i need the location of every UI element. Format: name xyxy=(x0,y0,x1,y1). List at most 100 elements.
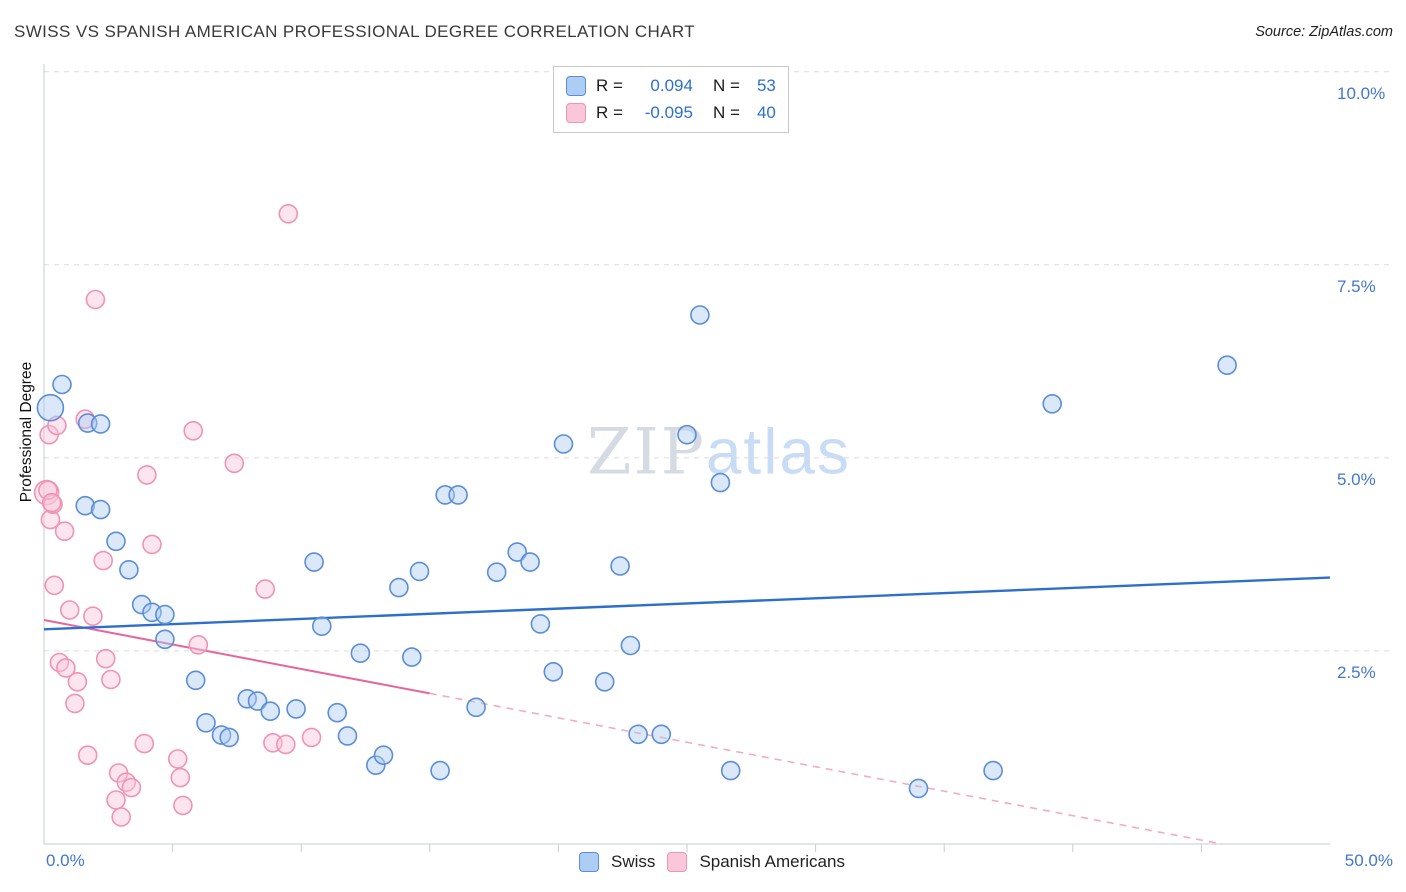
data-point-swiss xyxy=(211,725,232,745)
data-point-swiss xyxy=(690,305,710,325)
data-point-spanish xyxy=(167,749,188,769)
data-point-swiss xyxy=(389,577,409,598)
y-tick-label: 5.0% xyxy=(1337,470,1376,489)
data-point-swiss xyxy=(155,604,175,625)
data-point-swiss xyxy=(365,755,386,776)
correlation-legend-box: R = 0.094 N = 53 R = -0.095 N = 40 xyxy=(553,66,789,133)
data-point-swiss xyxy=(430,760,450,781)
y-tick-label: 7.5% xyxy=(1337,277,1376,296)
data-point-spanish xyxy=(95,648,116,669)
data-point-spanish xyxy=(67,671,88,692)
data-point-swiss xyxy=(628,724,648,745)
swiss-swatch xyxy=(566,76,586,96)
data-point-spanish xyxy=(137,465,157,485)
data-point-swiss xyxy=(119,559,139,580)
data-point-spanish xyxy=(38,480,58,501)
n-value-swiss: 53 xyxy=(756,76,776,95)
data-point-swiss xyxy=(247,691,268,711)
chart-title: SWISS VS SPANISH AMERICAN PROFESSIONAL D… xyxy=(14,22,696,41)
data-point-spanish xyxy=(85,289,106,310)
data-point-swiss xyxy=(553,434,574,454)
data-point-swiss xyxy=(196,712,216,733)
data-point-swiss xyxy=(327,702,348,723)
data-point-spanish xyxy=(65,693,85,714)
r-label: R = xyxy=(596,76,623,95)
data-point-swiss xyxy=(1042,393,1062,414)
watermark-zip: ZIP xyxy=(587,415,706,490)
data-point-spanish xyxy=(83,606,103,627)
y-tick-label: 10.0% xyxy=(1337,84,1386,103)
swiss-legend-label: Swiss xyxy=(611,852,656,871)
swiss-legend-swatch xyxy=(579,852,600,872)
data-point-spanish xyxy=(173,795,193,816)
data-point-swiss xyxy=(373,745,394,766)
correlation-row-spanish: R = -0.095 N = 40 xyxy=(566,103,776,123)
x-axis-max-label: 50.0% xyxy=(1344,851,1393,870)
data-point-spanish xyxy=(56,658,76,678)
data-point-swiss xyxy=(507,542,528,562)
data-point-swiss xyxy=(530,614,551,634)
data-point-swiss xyxy=(401,647,422,667)
data-point-spanish xyxy=(54,521,75,542)
data-point-spanish xyxy=(121,777,142,798)
correlation-row-swiss: R = 0.094 N = 53 xyxy=(566,76,776,96)
data-point-swiss xyxy=(720,760,741,781)
r-value-swiss: 0.094 xyxy=(650,76,693,95)
data-point-swiss xyxy=(155,629,175,650)
data-point-spanish xyxy=(111,807,131,827)
data-point-swiss xyxy=(594,671,615,692)
data-point-swiss xyxy=(90,499,111,520)
data-point-spanish xyxy=(183,420,203,441)
data-point-swiss xyxy=(409,561,430,582)
data-point-swiss xyxy=(908,778,929,799)
data-point-swiss xyxy=(52,374,72,395)
data-point-spanish xyxy=(40,509,61,530)
data-point-swiss xyxy=(219,727,239,748)
data-point-swiss xyxy=(304,552,324,572)
data-point-spanish xyxy=(188,634,209,655)
data-point-swiss xyxy=(610,556,630,576)
data-point-swiss xyxy=(131,594,152,615)
trend-line-spanish xyxy=(43,619,430,695)
n-label: N = xyxy=(712,76,740,95)
data-point-swiss xyxy=(311,616,332,637)
n-label: N = xyxy=(712,103,740,122)
data-point-spanish xyxy=(134,733,155,754)
spanish-legend-swatch xyxy=(667,852,688,872)
source-label: Source: ZipAtlas.com xyxy=(1255,24,1393,40)
data-point-swiss xyxy=(983,760,1003,781)
series-legend: Swiss Spanish Americans xyxy=(579,852,845,872)
data-point-spanish xyxy=(255,579,276,599)
data-point-swiss xyxy=(106,531,126,552)
data-point-swiss xyxy=(90,414,111,434)
data-point-spanish xyxy=(106,790,126,810)
trend-line-extrapolated-spanish xyxy=(429,692,1223,845)
data-point-spanish xyxy=(275,734,296,755)
data-point-swiss xyxy=(185,670,206,691)
data-point-swiss xyxy=(337,726,358,746)
data-point-spanish xyxy=(44,575,65,596)
data-point-swiss xyxy=(466,697,486,718)
r-label: R = xyxy=(596,103,623,122)
data-point-spanish xyxy=(224,453,245,474)
data-point-swiss xyxy=(286,699,306,719)
data-point-spanish xyxy=(170,767,191,788)
watermark: ZIPatlas xyxy=(587,415,851,490)
data-point-swiss xyxy=(350,643,371,664)
trend-line-swiss xyxy=(43,576,1331,631)
r-value-spanish: -0.095 xyxy=(644,103,693,122)
data-point-swiss xyxy=(543,661,564,682)
data-point-swiss xyxy=(36,393,65,422)
data-point-swiss xyxy=(486,562,507,583)
data-point-spanish xyxy=(278,204,299,224)
data-point-swiss xyxy=(710,472,731,493)
x-axis-min-label: 0.0% xyxy=(46,851,85,870)
y-tick-label: 2.5% xyxy=(1337,663,1376,682)
n-value-spanish: 40 xyxy=(756,103,776,122)
data-point-swiss xyxy=(260,701,281,722)
data-point-spanish xyxy=(142,534,162,555)
data-point-swiss xyxy=(520,552,540,572)
data-point-swiss xyxy=(75,495,95,516)
